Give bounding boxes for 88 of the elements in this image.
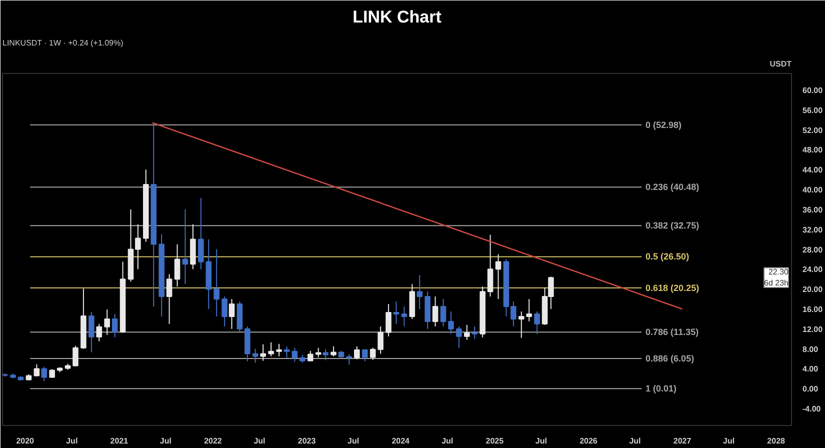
candlestick <box>112 313 118 338</box>
x-tick-label: 2027 <box>673 436 692 446</box>
ref-line-label: 0.382 (32.75) <box>646 220 700 231</box>
candlestick <box>174 244 180 288</box>
candlestick <box>472 326 478 340</box>
x-tick-label: 2026 <box>580 436 598 446</box>
candlestick <box>464 324 470 340</box>
candlestick <box>386 304 392 337</box>
y-tick-label: 40.00 <box>802 186 824 195</box>
y-tick-label: 32.00 <box>802 225 824 234</box>
candlestick <box>487 234 494 298</box>
candlestick <box>268 342 274 357</box>
candlestick <box>495 254 502 300</box>
y-tick-label: 44.00 <box>802 166 824 175</box>
candlestick <box>308 350 314 362</box>
y-tick-label: 12.00 <box>802 324 824 334</box>
candlestick <box>330 346 336 357</box>
y-tick-label: 48.00 <box>802 146 824 155</box>
candlestick <box>252 348 258 364</box>
ref-line-label: 0.786 (11.35) <box>646 327 699 338</box>
candlestick <box>228 298 235 330</box>
candlestick <box>182 208 188 285</box>
candlestick <box>378 326 384 354</box>
y-tick-label: 56.00 <box>802 106 824 115</box>
candlestick <box>166 274 172 324</box>
y-tick-label: 60.00 <box>802 86 824 95</box>
x-tick-label: 2025 <box>486 436 504 446</box>
candlestick <box>401 306 408 327</box>
x-tick-label: 2028 <box>767 436 786 446</box>
ref-line-label: 0.5 (26.50) <box>646 252 690 262</box>
x-tick-label: Jul <box>723 436 735 446</box>
y-tick-label: 36.00 <box>802 205 824 214</box>
candlestick <box>432 296 438 327</box>
ref-line-label: 0.886 (6.05) <box>646 354 694 364</box>
y-tick-label: 4.00 <box>802 364 819 374</box>
y-tick-label: 0.00 <box>802 384 819 394</box>
x-tick-label: 2021 <box>110 436 129 446</box>
candlestick <box>440 298 446 327</box>
candlestick <box>518 310 524 338</box>
candlestick <box>72 345 78 367</box>
candlestick <box>416 274 423 310</box>
candlestick <box>222 296 228 327</box>
y-tick-label: 52.00 <box>802 126 824 135</box>
candlestick <box>214 248 220 317</box>
candlestick <box>370 347 376 360</box>
y-tick-label: 8.00 <box>802 344 819 354</box>
candlestick <box>260 344 266 362</box>
x-tick-label: Jul <box>535 436 547 446</box>
x-tick-label: Jul <box>66 436 78 446</box>
ref-line-label: 1 (0.01) <box>646 384 677 394</box>
x-tick-label: Jul <box>442 436 454 446</box>
ref-line-label: 0.618 (20.25) <box>646 282 700 293</box>
annotation: 6d 23h <box>764 278 788 288</box>
y-tick-label: 16.00 <box>802 304 824 314</box>
text: LINKUSDT · 1W · +0.24 (+1.09%) <box>2 38 124 48</box>
candlestick <box>41 366 48 382</box>
candlestick <box>198 197 204 270</box>
candlestick <box>346 354 352 366</box>
ref-line-label: 0 (52.98) <box>646 120 682 130</box>
x-tick-label: 2024 <box>392 436 410 446</box>
candlestick <box>393 301 400 324</box>
y-tick-label: 24.00 <box>802 265 824 274</box>
candlestick <box>354 346 360 360</box>
y-tick-label: 28.00 <box>802 245 824 254</box>
x-tick-label: 2022 <box>204 436 222 446</box>
candlestick <box>96 323 102 342</box>
candlestick <box>322 348 328 361</box>
x-tick-label: 2020 <box>16 436 35 446</box>
candlestick <box>448 310 454 334</box>
x-tick-label: Jul <box>629 436 641 446</box>
candlestick <box>534 310 540 334</box>
candlestick <box>315 347 322 358</box>
y-axis-title: USDT <box>770 60 792 68</box>
x-tick-label: 2023 <box>298 436 316 446</box>
candlestick <box>88 311 94 353</box>
candlestick <box>284 346 290 358</box>
x-tick-label: Jul <box>160 436 172 446</box>
y-tick-label: 20.00 <box>802 285 824 294</box>
candlestick <box>292 347 298 362</box>
candlestick <box>104 308 110 336</box>
x-tick-label: Jul <box>348 436 360 446</box>
candlestick <box>456 326 462 348</box>
x-tick-label: Jul <box>254 436 266 446</box>
candlestick <box>526 298 532 322</box>
chart-title: LINK Chart <box>352 8 442 26</box>
ref-line-label: 0.236 (40.48) <box>646 182 700 192</box>
y-tick-label: -4.00 <box>802 404 822 414</box>
candlestick <box>276 343 282 357</box>
